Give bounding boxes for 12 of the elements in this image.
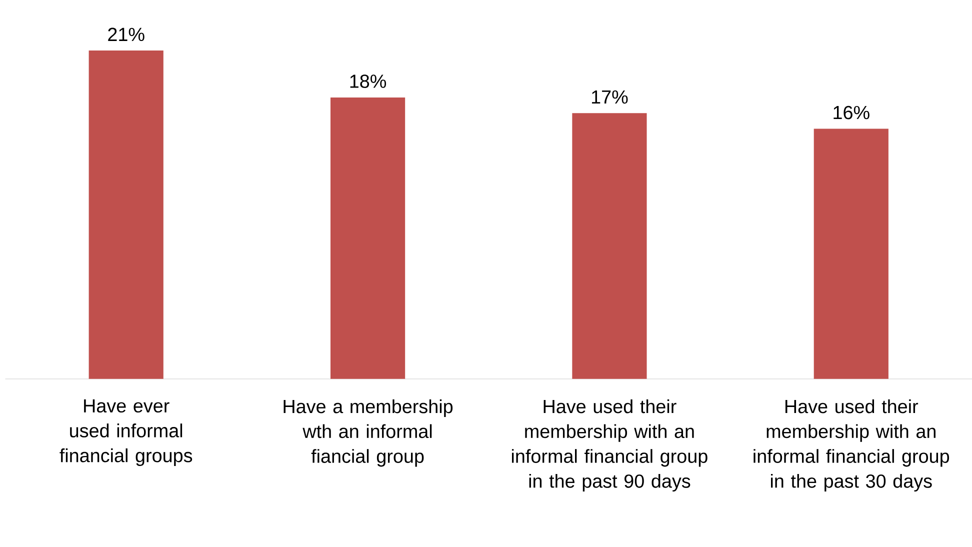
bar <box>572 113 647 379</box>
x-tick-label: Have a membership wth an informal fiancial group <box>284 399 453 467</box>
x-tick-label: Have used their membership with an informal financial group in the past 30 days <box>754 399 950 492</box>
data-label: 17% <box>592 90 628 104</box>
bar <box>88 50 164 379</box>
x-tick-label: Have used their membership with an informal financial group in the past 90 days <box>512 399 708 492</box>
bar <box>814 128 888 379</box>
data-label: 16% <box>834 106 870 120</box>
data-label: 21% <box>108 28 144 42</box>
data-label: 18% <box>350 74 386 88</box>
bar <box>330 97 406 379</box>
x-tick-label: Have ever used informal financial groups <box>60 399 192 466</box>
